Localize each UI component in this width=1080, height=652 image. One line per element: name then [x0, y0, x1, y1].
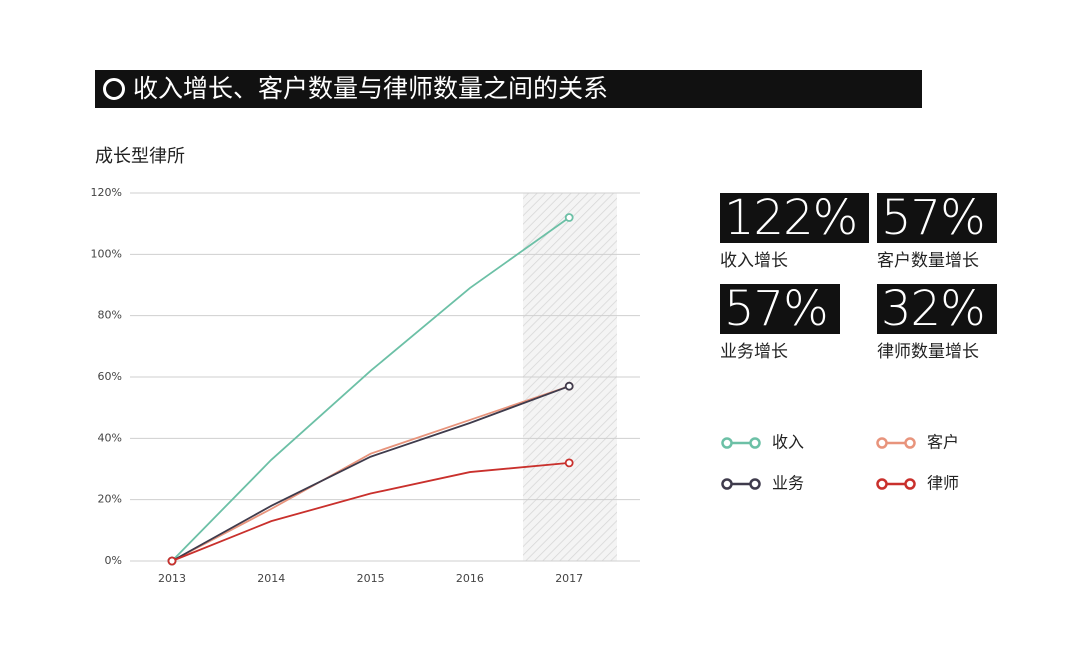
x-tick-label: 2014	[257, 572, 285, 585]
x-tick-label: 2013	[158, 572, 186, 585]
x-tick-label: 2015	[357, 572, 385, 585]
stat: 122% 收入增长	[720, 193, 870, 271]
y-tick-label: 20%	[98, 493, 122, 506]
stat: 57% 客户数量增长	[877, 193, 997, 271]
legend-swatch	[749, 478, 761, 490]
legend-swatch	[749, 437, 761, 449]
y-tick-label: 40%	[98, 431, 122, 444]
stat-value: 122%	[720, 193, 870, 243]
series-line	[171, 461, 570, 562]
stat-value: 57%	[720, 284, 840, 334]
series-line	[171, 385, 570, 562]
y-tick-label: 80%	[98, 309, 122, 322]
legend-swatch	[721, 478, 733, 490]
stat: 32% 律师数量增长	[877, 284, 997, 362]
stat-label: 律师数量增长	[877, 342, 979, 362]
stat-value: 32%	[877, 284, 997, 334]
stat: 57% 业务增长	[720, 284, 840, 362]
legend-swatch	[876, 478, 888, 490]
legend-swatch	[904, 478, 916, 490]
chart-subtitle: 成长型律所	[95, 146, 185, 167]
y-tick-label: 60%	[98, 370, 122, 383]
series-line	[171, 216, 570, 562]
legend-label: 收入	[772, 433, 804, 452]
stat-label: 收入增长	[720, 251, 788, 271]
end-marker	[564, 381, 574, 391]
stat-label: 客户数量增长	[877, 251, 979, 271]
end-marker	[167, 556, 177, 566]
end-marker	[564, 458, 574, 468]
stat-value: 57%	[877, 193, 997, 243]
legend-label: 客户	[927, 433, 959, 452]
legend-swatch	[904, 437, 916, 449]
legend-swatch	[876, 437, 888, 449]
x-tick-label: 2016	[456, 572, 484, 585]
legend-label: 业务	[772, 474, 804, 493]
title: 收入增长、客户数量与律师数量之间的关系	[133, 74, 609, 103]
end-marker	[564, 213, 574, 222]
legend-label: 律师	[927, 474, 959, 493]
series-line	[171, 385, 570, 562]
y-tick-label: 100%	[91, 247, 122, 260]
stat-label: 业务增长	[720, 342, 788, 362]
y-tick-label: 0%	[105, 554, 122, 567]
title-icon	[103, 78, 125, 100]
y-tick-label: 120%	[91, 186, 122, 199]
x-tick-label: 2017	[555, 572, 583, 585]
legend-swatch	[721, 437, 733, 449]
title-bar: 收入增长、客户数量与律师数量之间的关系	[95, 70, 922, 108]
